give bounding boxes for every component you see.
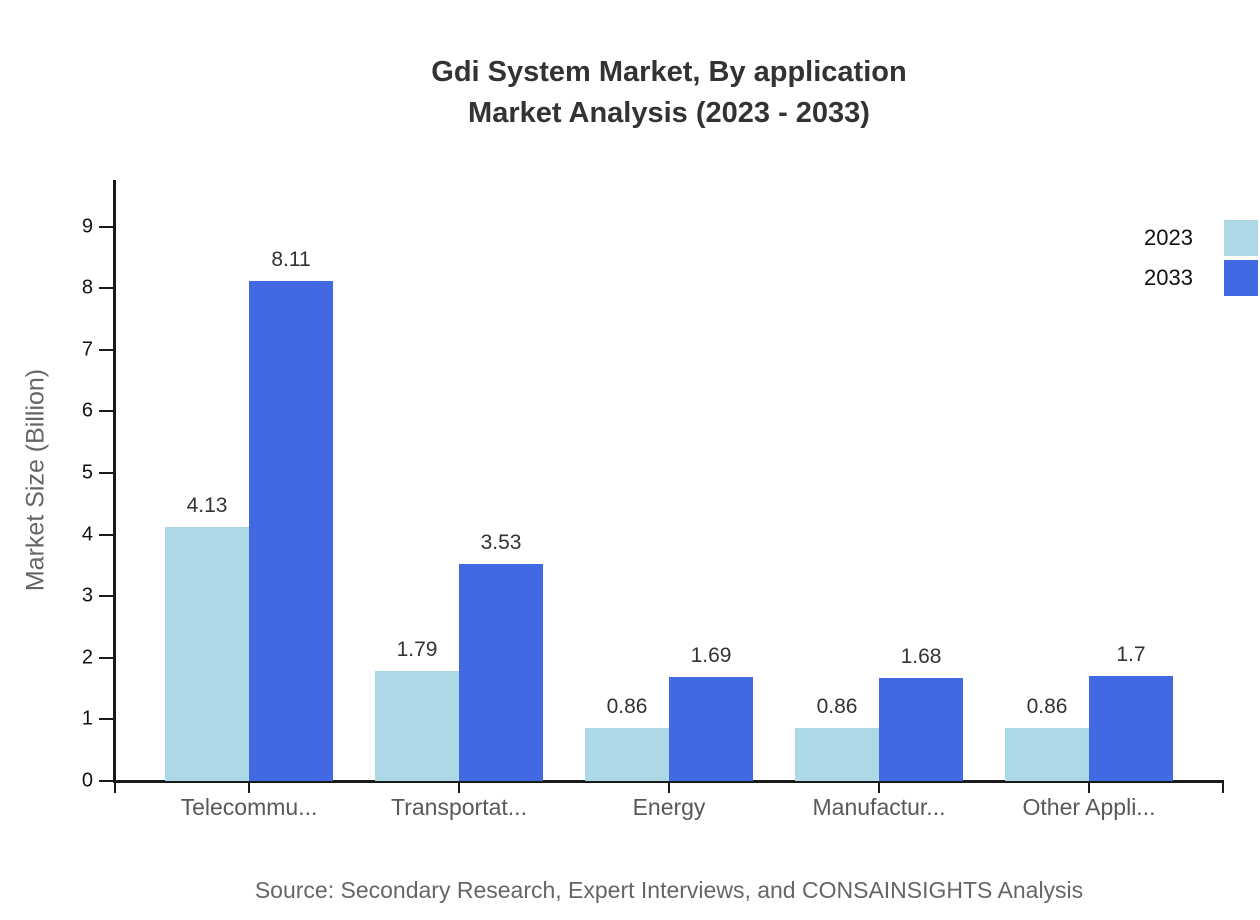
bar-value-label: 4.13 xyxy=(186,494,228,517)
legend-label: 2033 xyxy=(1144,265,1193,290)
bar-2033-4 xyxy=(1089,676,1173,781)
y-axis-tick xyxy=(99,595,113,598)
bar-2033-1 xyxy=(459,564,543,781)
source-attribution: Source: Secondary Research, Expert Inter… xyxy=(254,877,1084,903)
bar-2023-2 xyxy=(585,728,669,781)
legend-item-2033: 2033 xyxy=(1144,258,1258,298)
legend-swatch xyxy=(1224,260,1258,296)
bar-value-label: 0.86 xyxy=(816,695,858,718)
y-axis-tick xyxy=(99,472,113,474)
legend: 2023 2033 xyxy=(1144,218,1258,298)
x-axis-category-label: Other Appli... xyxy=(1022,794,1156,820)
bar-value-label: 1.7 xyxy=(1116,643,1146,666)
y-axis-tick-label: 5 xyxy=(81,461,93,484)
x-axis-tick xyxy=(114,783,116,793)
bar-2023-0 xyxy=(165,527,249,781)
y-axis-tick-label: 8 xyxy=(81,276,93,299)
y-axis-tick xyxy=(99,287,113,290)
x-axis-tick xyxy=(248,783,250,793)
bar-value-label: 3.53 xyxy=(480,531,522,554)
x-axis-line xyxy=(113,780,1224,783)
bar-2033-3 xyxy=(879,678,963,781)
legend-swatch xyxy=(1224,220,1258,256)
chart-title-line-2: Market Analysis (2023 - 2033) xyxy=(468,97,870,129)
y-axis-tick xyxy=(99,348,113,351)
y-axis-tick-label: 4 xyxy=(81,523,93,546)
x-axis-tick xyxy=(458,783,460,793)
y-axis-tick-label: 3 xyxy=(81,584,93,607)
bar-value-label: 1.68 xyxy=(900,645,942,668)
bar-value-label: 8.11 xyxy=(271,248,311,271)
y-axis-tick-label: 0 xyxy=(81,769,93,792)
x-axis-tick xyxy=(1222,783,1224,793)
bar-2023-1 xyxy=(375,671,459,781)
y-axis-tick xyxy=(99,656,113,659)
x-axis-category-label: Telecommu... xyxy=(180,794,318,820)
bar-2033-2 xyxy=(669,677,753,781)
legend-label: 2023 xyxy=(1144,225,1193,250)
y-axis-tick xyxy=(99,718,113,721)
y-axis-tick xyxy=(99,533,113,536)
x-axis-category-label: Transportat... xyxy=(391,794,527,820)
bar-2033-0 xyxy=(249,281,333,781)
bar-2023-3 xyxy=(795,728,879,781)
bar-value-label: 0.86 xyxy=(606,695,648,718)
chart-title-line-1: Gdi System Market, By application xyxy=(431,56,907,88)
bar-value-label: 0.86 xyxy=(1026,695,1068,718)
bar-value-label: 1.69 xyxy=(690,644,732,667)
y-axis-tick-label: 9 xyxy=(81,215,93,238)
x-axis-tick xyxy=(1088,783,1090,793)
bar-value-label: 1.79 xyxy=(396,638,438,661)
y-axis-tick-label: 7 xyxy=(81,338,93,361)
y-axis-line xyxy=(113,180,116,783)
y-axis-tick xyxy=(99,410,113,413)
legend-item-2023: 2023 xyxy=(1144,218,1258,258)
y-axis-tick xyxy=(99,225,113,228)
y-axis-tick-label: 6 xyxy=(81,399,93,422)
y-axis-tick-label: 1 xyxy=(81,707,93,730)
x-axis-tick xyxy=(878,783,880,793)
bar-2023-4 xyxy=(1005,728,1089,781)
x-axis-category-label: Manufactur... xyxy=(812,794,946,820)
chart-title: Gdi System Market, By application Market… xyxy=(115,52,1223,134)
x-axis-tick xyxy=(668,783,670,793)
y-axis-tick-label: 2 xyxy=(81,646,93,669)
y-axis-tick xyxy=(99,780,113,782)
x-axis-category-label: Energy xyxy=(632,794,706,820)
